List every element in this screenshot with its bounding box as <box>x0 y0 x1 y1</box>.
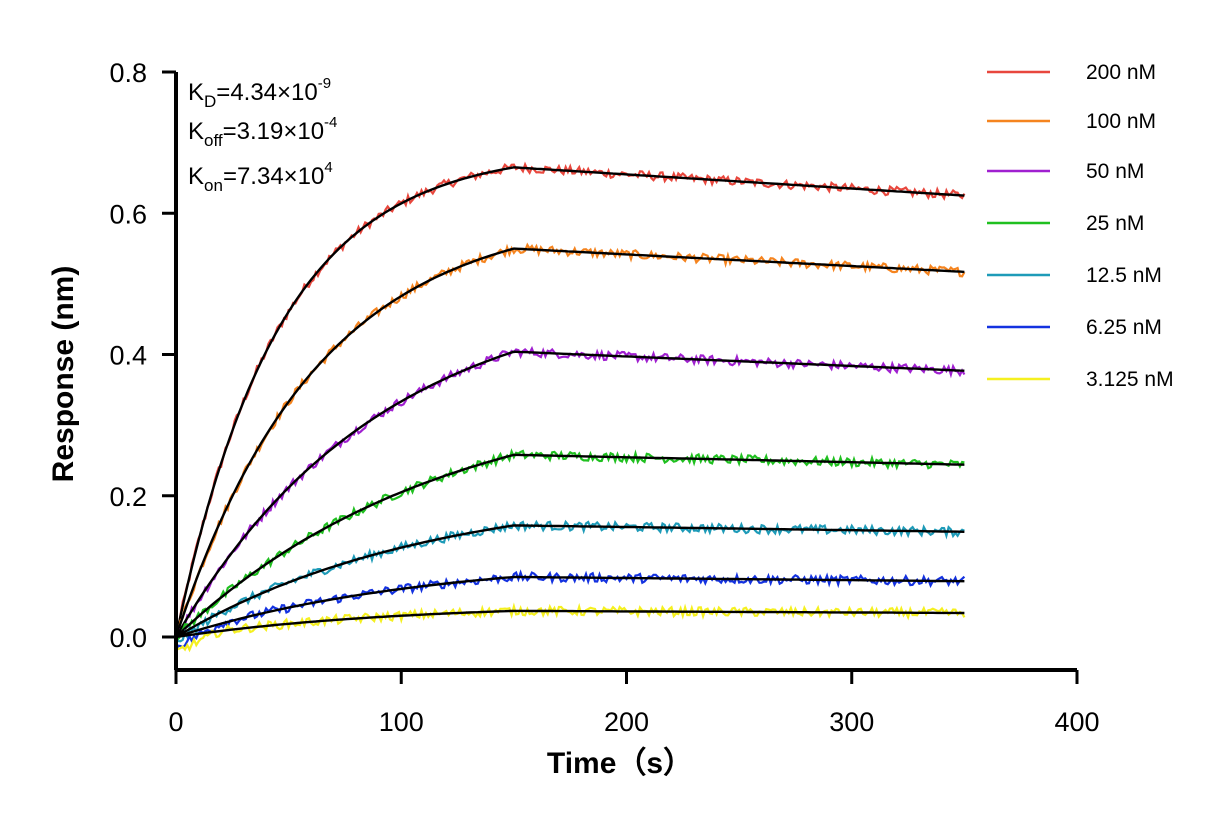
ticks: 0 100 200 300 400 0.0 0.2 0.4 0.6 0.8 <box>109 58 1099 737</box>
y-axis-title: Response (nm) <box>47 266 80 483</box>
x-axis-title: Time（s） <box>547 746 693 780</box>
x-tick-label: 0 <box>168 707 183 737</box>
y-tick-label: 0.4 <box>109 341 147 371</box>
fit-curve <box>175 575 965 639</box>
legend-label: 50 nM <box>1086 160 1144 183</box>
x-tick-label: 400 <box>1054 707 1099 737</box>
y-tick-label: 0.8 <box>109 58 147 88</box>
kon-annotation: Kon=7.34×104 <box>188 159 333 195</box>
fit-curve <box>174 166 965 638</box>
kd-annotation: KD=4.34×10-9 <box>188 75 331 111</box>
series-line-200-nm <box>174 161 966 636</box>
y-tick-label: 0.0 <box>109 623 147 653</box>
legend: 200 nM 100 nM 50 nM 25 nM 12.5 nM 6.25 nM 3.12… <box>987 61 1174 391</box>
plot-area <box>174 161 966 653</box>
koff-annotation: Koff=3.19×10-4 <box>188 114 337 150</box>
x-tick-label: 100 <box>379 707 424 737</box>
y-tick-label: 0.2 <box>109 482 147 512</box>
x-tick-label: 300 <box>829 707 874 737</box>
kinetic-constants: KD=4.34×10-9 Koff=3.19×10-4 Kon=7.34×104 <box>188 75 337 195</box>
fit-curve <box>175 524 965 639</box>
legend-label: 100 nM <box>1086 110 1156 133</box>
x-tick-label: 200 <box>604 707 649 737</box>
legend-label: 25 nM <box>1086 212 1144 235</box>
legend-label: 200 nM <box>1086 61 1156 84</box>
y-tick-label: 0.6 <box>109 199 147 229</box>
fit-curve <box>174 350 965 638</box>
series-line-100-nm <box>174 242 966 642</box>
legend-label: 3.125 nM <box>1086 368 1174 391</box>
legend-label: 12.5 nM <box>1086 264 1162 287</box>
fit-curve <box>175 609 965 639</box>
series-line-6.25-nm <box>175 569 966 651</box>
fit-curve <box>174 247 965 638</box>
fit-curve <box>175 453 965 638</box>
legend-label: 6.25 nM <box>1086 316 1162 339</box>
